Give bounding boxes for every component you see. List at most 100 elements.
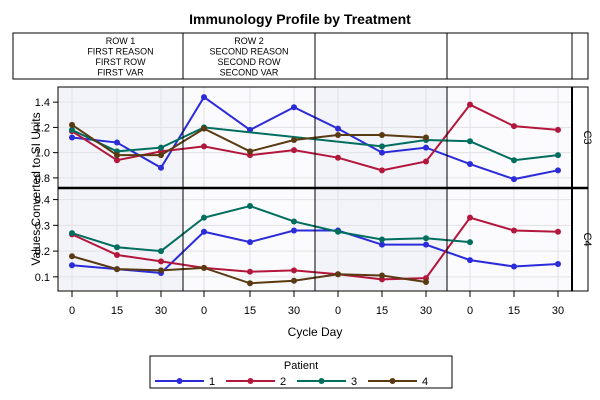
series-group: [69, 94, 561, 287]
header-cell-text: SECOND VAR: [220, 68, 279, 78]
y-tick-label: 1.4: [35, 97, 50, 109]
legend-label: 1: [209, 376, 215, 388]
legend-label: 3: [351, 376, 357, 388]
legend-label: 4: [422, 376, 428, 388]
data-point-patient-2: [247, 268, 253, 275]
data-point-patient-2: [555, 228, 561, 235]
data-point-patient-3: [379, 236, 385, 243]
data-point-patient-1: [201, 228, 207, 235]
panel-background: [447, 188, 572, 291]
x-tick-label: 0: [335, 305, 341, 317]
data-point-patient-3: [114, 244, 120, 251]
legend-entry-4: 4: [368, 376, 428, 388]
series-line-patient-3-C4: [71, 204, 471, 253]
data-point-patient-3: [511, 157, 517, 164]
data-point-patient-3: [69, 126, 75, 133]
data-point-patient-4: [158, 152, 164, 159]
data-point-patient-4: [69, 121, 75, 128]
data-point-patient-1: [114, 139, 120, 146]
legend-entry-1: 1: [155, 376, 215, 388]
data-point-patient-3: [69, 230, 75, 237]
data-point-patient-3: [291, 218, 297, 225]
data-point-patient-1: [467, 257, 473, 264]
data-point-patient-4: [335, 131, 341, 138]
data-point-patient-4: [247, 280, 253, 287]
chart-title: Immunology Profile by Treatment: [189, 11, 411, 27]
y-tick-label: 0.2: [35, 246, 50, 258]
y-tick-label: 0.3: [35, 220, 50, 232]
x-tick-label: 15: [244, 305, 256, 317]
x-tick-label: 30: [288, 305, 300, 317]
header-table-frame: [12, 32, 589, 80]
data-point-patient-3: [158, 248, 164, 255]
header-cell-text: FIRST REASON: [87, 47, 153, 57]
data-point-patient-1: [511, 176, 517, 183]
legend-label: 2: [280, 376, 286, 388]
x-tick-label: 30: [155, 305, 167, 317]
data-point-patient-1: [467, 161, 473, 168]
data-point-patient-3: [379, 143, 385, 150]
data-point-patient-4: [423, 134, 429, 141]
y-tick-label: 1.2: [35, 122, 50, 134]
data-point-patient-3: [247, 203, 253, 210]
data-point-patient-1: [423, 241, 429, 248]
data-point-patient-3: [467, 138, 473, 145]
x-tick-label: 30: [420, 305, 432, 317]
data-point-patient-4: [114, 152, 120, 159]
data-point-patient-1: [379, 241, 385, 248]
data-point-patient-3: [555, 152, 561, 159]
data-point-patient-2: [379, 167, 385, 174]
data-point-patient-1: [379, 149, 385, 156]
x-tick-label: 0: [201, 305, 207, 317]
data-point-patient-4: [201, 264, 207, 271]
y-axis-label: Values Converted to SI Units: [29, 112, 43, 265]
data-point-patient-4: [291, 277, 297, 284]
panel-background: [58, 188, 183, 291]
data-point-patient-4: [69, 253, 75, 260]
series-line-patient-2-C3: [71, 103, 559, 172]
x-axis-label: Cycle Day: [288, 325, 343, 339]
data-point-patient-1: [201, 94, 207, 101]
data-point-patient-1: [511, 263, 517, 270]
x-tick-label: 15: [111, 305, 123, 317]
data-point-patient-2: [335, 154, 341, 161]
legend-entry-2: 2: [226, 376, 286, 388]
data-point-patient-1: [69, 134, 75, 141]
legend-swatch-marker: [318, 378, 325, 384]
data-point-patient-1: [555, 260, 561, 267]
legend-swatch-marker: [389, 378, 396, 384]
data-point-patient-4: [201, 125, 207, 132]
data-point-patient-2: [467, 214, 473, 221]
header-cell-text: ROW 1: [106, 36, 136, 46]
x-tick-label: 0: [69, 305, 75, 317]
series-line-patient-2-C4: [71, 216, 559, 281]
legend-swatch-marker: [247, 378, 254, 384]
panel-frames: C3 C4: [57, 86, 593, 292]
data-point-patient-1: [555, 167, 561, 174]
legend: Patient 1 2 3 4: [149, 355, 453, 389]
data-point-patient-4: [158, 267, 164, 274]
header-cell-text: SECOND ROW: [218, 57, 282, 67]
header-cell-text: FIRST ROW: [95, 57, 146, 67]
legend-title: Patient: [284, 360, 318, 372]
x-tick-label: 15: [508, 305, 520, 317]
x-tick-label: 0: [467, 305, 473, 317]
data-point-patient-1: [423, 144, 429, 151]
y-tick-label: 0.8: [35, 173, 50, 185]
data-point-patient-4: [423, 278, 429, 285]
data-point-patient-3: [467, 239, 473, 246]
header-cell-text: SECOND REASON: [209, 47, 288, 57]
data-point-patient-2: [555, 126, 561, 133]
data-point-patient-2: [467, 101, 473, 108]
y-tick-label: 0.4: [35, 195, 50, 207]
data-point-patient-2: [158, 258, 164, 265]
series-line-patient-1-C4: [71, 229, 559, 275]
data-point-patient-1: [335, 125, 341, 132]
data-point-patient-1: [291, 227, 297, 234]
data-point-patient-2: [511, 123, 517, 130]
y-tick-label: 1.0: [35, 148, 50, 160]
data-point-patient-4: [247, 148, 253, 155]
data-point-patient-3: [335, 228, 341, 235]
data-point-patient-4: [291, 137, 297, 144]
